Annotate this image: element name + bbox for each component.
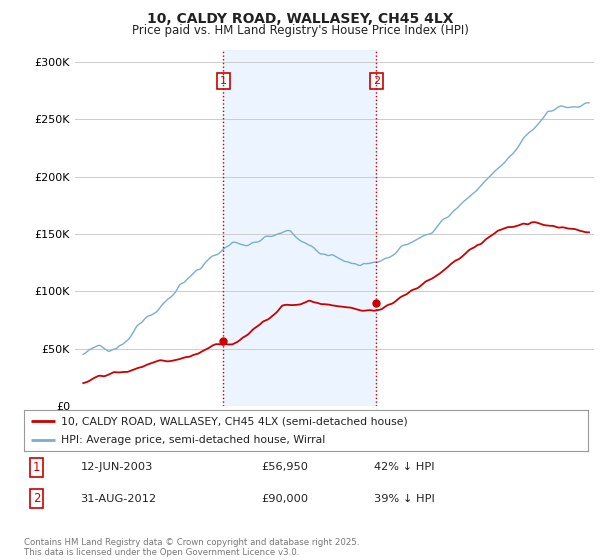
Text: £56,950: £56,950 [261,462,308,472]
Text: Price paid vs. HM Land Registry's House Price Index (HPI): Price paid vs. HM Land Registry's House … [131,24,469,36]
Text: 31-AUG-2012: 31-AUG-2012 [80,494,157,504]
Text: 39% ↓ HPI: 39% ↓ HPI [374,494,434,504]
Text: 1: 1 [220,76,227,86]
Text: 10, CALDY ROAD, WALLASEY, CH45 4LX (semi-detached house): 10, CALDY ROAD, WALLASEY, CH45 4LX (semi… [61,417,407,426]
Text: 2: 2 [373,76,380,86]
Text: 42% ↓ HPI: 42% ↓ HPI [374,462,434,472]
Text: 2: 2 [32,492,40,505]
Text: £90,000: £90,000 [261,494,308,504]
Bar [223,50,376,406]
Text: HPI: Average price, semi-detached house, Wirral: HPI: Average price, semi-detached house,… [61,435,325,445]
Text: 1: 1 [32,461,40,474]
Text: 12-JUN-2003: 12-JUN-2003 [80,462,153,472]
Text: 10, CALDY ROAD, WALLASEY, CH45 4LX: 10, CALDY ROAD, WALLASEY, CH45 4LX [147,12,453,26]
Text: Contains HM Land Registry data © Crown copyright and database right 2025.
This d: Contains HM Land Registry data © Crown c… [24,538,359,557]
